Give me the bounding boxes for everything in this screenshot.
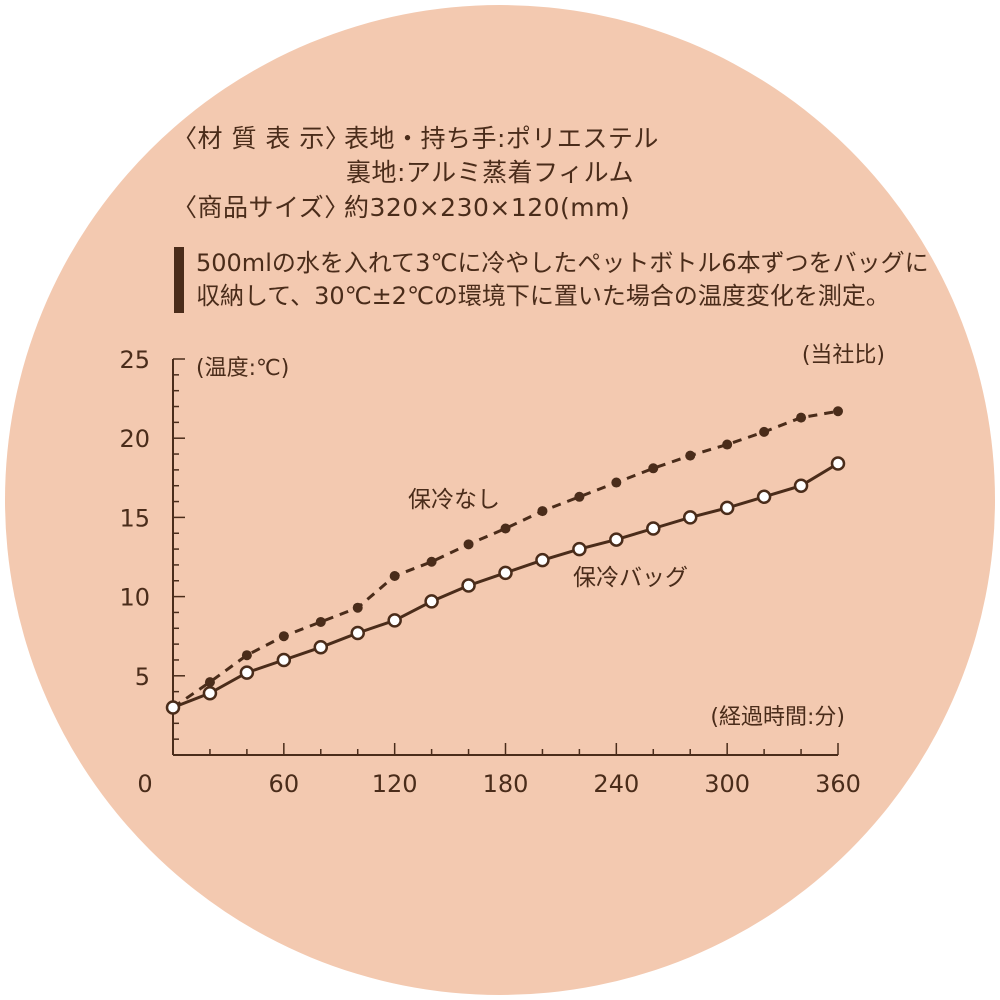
data-point-0 — [426, 556, 437, 567]
y-tick-label: 20 — [119, 425, 150, 453]
data-point-1 — [387, 613, 402, 628]
data-point-0 — [759, 426, 770, 437]
size-spec-row: 〈商品サイズ〉約320×230×120(mm) — [172, 191, 630, 225]
material-spec-row: 〈材 質 表 示〉表地・持ち手:ポリエステル — [172, 122, 659, 156]
data-point-1 — [793, 478, 809, 493]
data-point-0 — [315, 616, 326, 627]
series-label-no-cooling: 保冷なし — [408, 487, 500, 513]
data-point-0 — [278, 631, 289, 642]
data-point-0 — [796, 412, 807, 423]
x-axis-label: (経過時間:分) — [710, 705, 845, 730]
background-circle — [5, 5, 995, 995]
y-tick-label: 15 — [119, 504, 150, 532]
data-point-0 — [204, 677, 215, 688]
x-tick-label: 300 — [704, 770, 750, 798]
data-point-1 — [276, 652, 292, 668]
material-outer-value: 表地・持ち手:ポリエステル — [344, 124, 659, 153]
data-point-0 — [685, 450, 696, 461]
data-point-0 — [574, 491, 585, 502]
data-point-0 — [463, 539, 474, 550]
chart-note: (当社比) — [802, 343, 885, 368]
x-tick-label: 120 — [372, 770, 418, 798]
material-inner-row: 裏地:アルミ蒸着フィルム — [346, 156, 634, 190]
material-label: 〈材 質 表 示〉 — [172, 124, 351, 153]
series-label-cooler-bag: 保冷バッグ — [573, 565, 688, 591]
data-point-0 — [833, 406, 843, 417]
data-point-1 — [535, 552, 550, 568]
data-point-1 — [424, 594, 439, 609]
data-point-0 — [352, 602, 363, 613]
data-point-0 — [500, 523, 511, 534]
data-point-1 — [498, 565, 513, 581]
data-point-0 — [537, 506, 548, 517]
x-tick-label: 240 — [593, 770, 639, 798]
chart-axes: 5 10 15 20 25 0 60 120 180 240 300 360 — [119, 346, 860, 798]
data-point-1 — [572, 541, 587, 557]
data-point-1 — [239, 665, 255, 680]
series-line-1 — [172, 462, 839, 709]
test-description: 500mlの水を入れて3℃に冷やしたペットボトル6本ずつをバッグに収納して、30… — [174, 247, 936, 313]
y-axis-label: (温度:℃) — [196, 356, 289, 381]
x-tick-label: 360 — [815, 770, 861, 798]
data-point-1 — [609, 532, 624, 547]
data-point-1 — [682, 510, 698, 525]
size-value: 約320×230×120(mm) — [344, 193, 631, 222]
material-inner-value: 裏地:アルミ蒸着フィルム — [346, 158, 635, 187]
x-tick-label: 60 — [269, 770, 300, 798]
size-label: 〈商品サイズ〉 — [172, 193, 350, 222]
data-point-1 — [646, 521, 661, 536]
data-point-1 — [202, 685, 218, 701]
data-point-0 — [722, 439, 733, 450]
data-point-0 — [611, 477, 622, 488]
data-point-1 — [165, 700, 181, 715]
data-point-0 — [241, 650, 252, 661]
x-tick-label: 180 — [483, 770, 529, 798]
data-point-1 — [350, 625, 365, 641]
data-point-1 — [830, 456, 846, 471]
x-tick-label: 0 — [137, 770, 152, 798]
data-point-0 — [389, 571, 400, 582]
data-point-0 — [648, 463, 659, 474]
data-point-1 — [756, 489, 772, 505]
data-point-1 — [313, 640, 329, 655]
y-tick-label: 10 — [119, 584, 150, 612]
y-tick-label: 25 — [119, 346, 150, 374]
y-tick-label: 5 — [135, 663, 150, 691]
data-point-1 — [461, 578, 476, 593]
data-point-1 — [719, 500, 735, 516]
